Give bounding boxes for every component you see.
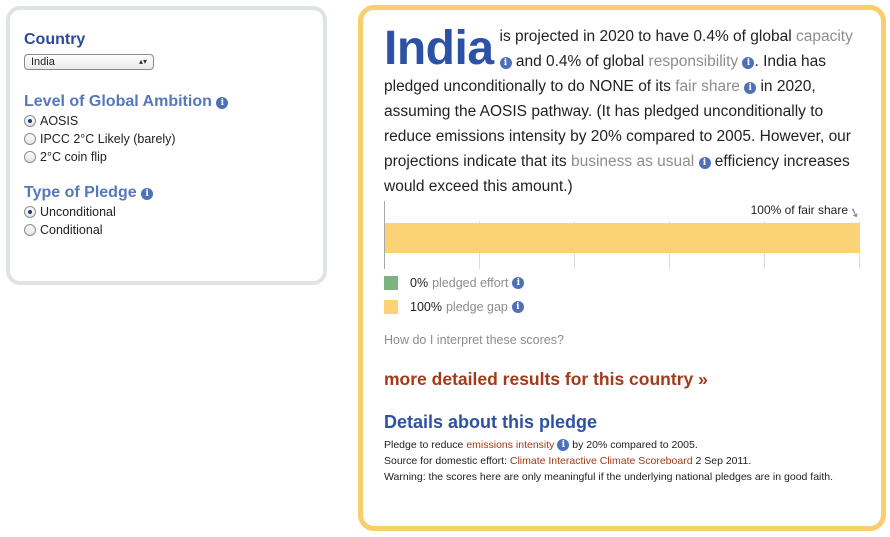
legend: 0% pledged effort i 100% pledge gap i: [384, 271, 860, 319]
pledge-option[interactable]: Unconditional: [24, 203, 309, 221]
capacity-link[interactable]: capacity: [795, 28, 853, 45]
summary-text-3: . India has pledged unconditionally to d…: [384, 53, 826, 95]
summary-text-1: is projected in 2020 to have 0.4% of glo…: [499, 28, 792, 45]
pledge-heading-label: Type of Pledge: [24, 184, 137, 201]
summary-text-2: and 0.4% of global: [511, 53, 649, 70]
bau-link[interactable]: business as usual: [570, 153, 695, 170]
pledge-options: Unconditional Conditional: [24, 203, 309, 239]
details-heading: Details about this pledge: [384, 412, 598, 432]
source-pre: Source for domestic effort:: [384, 455, 510, 467]
legend-item-pledged-effort: 0% pledged effort i: [384, 271, 860, 295]
ambition-option[interactable]: 2°C coin flip: [24, 148, 309, 166]
ambition-radio[interactable]: [24, 133, 36, 145]
fair-share-label: 100% of fair share: [750, 203, 848, 217]
ambition-option[interactable]: IPCC 2°C Likely (barely): [24, 130, 309, 148]
pledge-gap-link[interactable]: pledge gap: [445, 300, 508, 314]
summary-paragraph: India is projected in 2020 to have 0.4% …: [384, 24, 860, 199]
ambition-heading-label: Level of Global Ambition: [24, 93, 212, 110]
ambition-radio[interactable]: [24, 115, 36, 127]
responsibility-link[interactable]: responsibility: [648, 53, 739, 70]
source-post: 2 Sep 2011.: [692, 455, 752, 467]
country-select-value: India: [31, 56, 55, 68]
pledge-option-label: Unconditional: [40, 205, 116, 219]
source-link[interactable]: Climate Interactive Climate Scoreboard: [509, 455, 693, 467]
pledge-description-pre: Pledge to reduce: [384, 439, 467, 451]
more-results-link[interactable]: more detailed results for this country »: [384, 369, 708, 389]
legend-swatch: [384, 276, 398, 290]
country-title: India: [384, 22, 494, 75]
pledge-gap-bar: [385, 223, 860, 253]
pledge-description-post: by 20% compared to 2005.: [569, 439, 698, 451]
pledged-effort-link[interactable]: pledged effort: [432, 276, 509, 290]
legend-swatch: [384, 300, 398, 314]
pledge-radio[interactable]: [24, 206, 36, 218]
legend-item-pledge-gap: 100% pledge gap i: [384, 295, 860, 319]
select-arrows-icon: ▴▾: [138, 57, 147, 66]
ambition-option[interactable]: AOSIS: [24, 112, 309, 130]
ambition-info-icon[interactable]: i: [216, 97, 229, 109]
responsibility-info-icon[interactable]: i: [742, 57, 755, 69]
pledge-details: Pledge to reduce emissions intensity i b…: [384, 437, 860, 485]
source-line: Source for domestic effort: Climate Inte…: [384, 453, 860, 469]
emissions-intensity-link[interactable]: emissions intensity: [466, 439, 555, 451]
legend-value: 100%: [410, 300, 442, 314]
pledge-info-icon[interactable]: i: [141, 188, 154, 200]
fair-share-info-icon[interactable]: i: [744, 82, 757, 94]
arrow-icon: ➘: [847, 203, 863, 222]
pledge-heading: Type of Pledge i: [24, 183, 309, 203]
fair-share-bar-chart: 100% of fair share ➘: [384, 201, 863, 271]
ambition-option-label: AOSIS: [40, 114, 79, 128]
country-heading: Country: [24, 31, 86, 48]
ambition-option-label: IPCC 2°C Likely (barely): [40, 132, 176, 146]
fair-share-link[interactable]: fair share: [675, 78, 740, 95]
pledge-option-label: Conditional: [40, 223, 103, 237]
results-panel: India is projected in 2020 to have 0.4% …: [358, 5, 886, 531]
bar-axis: [384, 201, 385, 269]
pledge-description: Pledge to reduce emissions intensity i b…: [384, 437, 860, 453]
warning-line: Warning: the scores here are only meanin…: [384, 471, 834, 483]
summary-text-4: in 2020, assuming the AOSIS pathway. (It…: [384, 78, 851, 170]
bau-info-icon[interactable]: i: [698, 157, 711, 169]
emissions-intensity-info-icon[interactable]: i: [557, 439, 570, 451]
summary-text-5: efficiency increases would exceed this a…: [384, 153, 850, 195]
ambition-option-label: 2°C coin flip: [40, 150, 107, 164]
legend-value: 0%: [410, 276, 429, 290]
ambition-radio[interactable]: [24, 151, 36, 163]
pledge-radio[interactable]: [24, 224, 36, 236]
settings-panel: Country India ▴▾ Level of Global Ambitio…: [6, 6, 327, 285]
pledged-effort-info-icon[interactable]: i: [512, 277, 525, 289]
country-select[interactable]: India ▴▾: [24, 54, 154, 70]
pledge-option[interactable]: Conditional: [24, 221, 309, 239]
ambition-heading: Level of Global Ambition i: [24, 92, 309, 112]
pledge-gap-info-icon[interactable]: i: [511, 301, 524, 313]
capacity-info-icon[interactable]: i: [499, 57, 512, 69]
ambition-options: AOSIS IPCC 2°C Likely (barely) 2°C coin fl…: [24, 112, 309, 166]
interpret-scores-link[interactable]: How do I interpret these scores?: [384, 333, 564, 347]
